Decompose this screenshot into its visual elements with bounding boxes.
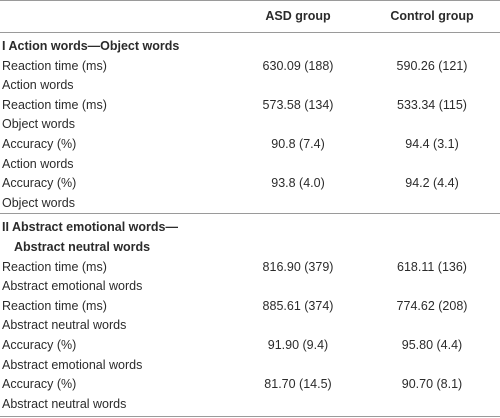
measure: Reaction time (ms) — [2, 298, 107, 313]
control-value: 533.34 (115) — [397, 97, 467, 112]
condition: Abstract emotional words — [2, 279, 143, 294]
measure: Reaction time (ms) — [2, 259, 107, 274]
column-header: Control group — [390, 9, 474, 23]
measure: Reaction time (ms) — [2, 58, 107, 73]
asd-value: 816.90 (379) — [262, 259, 334, 274]
measure: Accuracy (%) — [2, 176, 77, 191]
section-title: I Action words—Object words — [2, 39, 180, 53]
control-value: 95.80 (4.4) — [401, 338, 463, 352]
measure: Reaction time (ms) — [2, 97, 107, 112]
condition: Abstract neutral words — [2, 396, 127, 411]
asd-value: 81.70 (14.5) — [264, 377, 332, 392]
rule — [0, 213, 500, 215]
section-title: Abstract neutral words — [14, 240, 151, 254]
column-header: ASD group — [265, 9, 331, 23]
rule — [0, 0, 500, 1]
control-value: 94.2 (4.4) — [405, 176, 459, 191]
measure: Accuracy (%) — [2, 137, 77, 151]
asd-value: 93.8 (4.0) — [271, 176, 325, 191]
measure: Accuracy (%) — [2, 338, 77, 352]
condition: Object words — [2, 195, 75, 210]
condition: Abstract emotional words — [2, 357, 143, 372]
condition: Action words — [2, 156, 74, 171]
condition: Abstract neutral words — [2, 318, 127, 333]
control-value: 618.11 (136) — [397, 259, 467, 274]
asd-value: 91.90 (9.4) — [267, 338, 329, 352]
measure: Accuracy (%) — [2, 377, 77, 392]
rule — [0, 416, 500, 417]
section-title: II Abstract emotional words— — [2, 220, 178, 235]
asd-value: 573.58 (134) — [262, 97, 334, 112]
control-value: 774.62 (208) — [396, 298, 468, 313]
asd-value: 90.8 (7.4) — [271, 137, 325, 151]
rule — [0, 32, 500, 33]
condition: Action words — [2, 78, 74, 93]
control-value: 90.70 (8.1) — [401, 377, 463, 392]
condition: Object words — [2, 117, 75, 132]
control-value: 590.26 (121) — [396, 58, 468, 73]
asd-value: 630.09 (188) — [262, 58, 334, 73]
asd-value: 885.61 (374) — [262, 298, 334, 313]
control-value: 94.4 (3.1) — [405, 137, 459, 151]
